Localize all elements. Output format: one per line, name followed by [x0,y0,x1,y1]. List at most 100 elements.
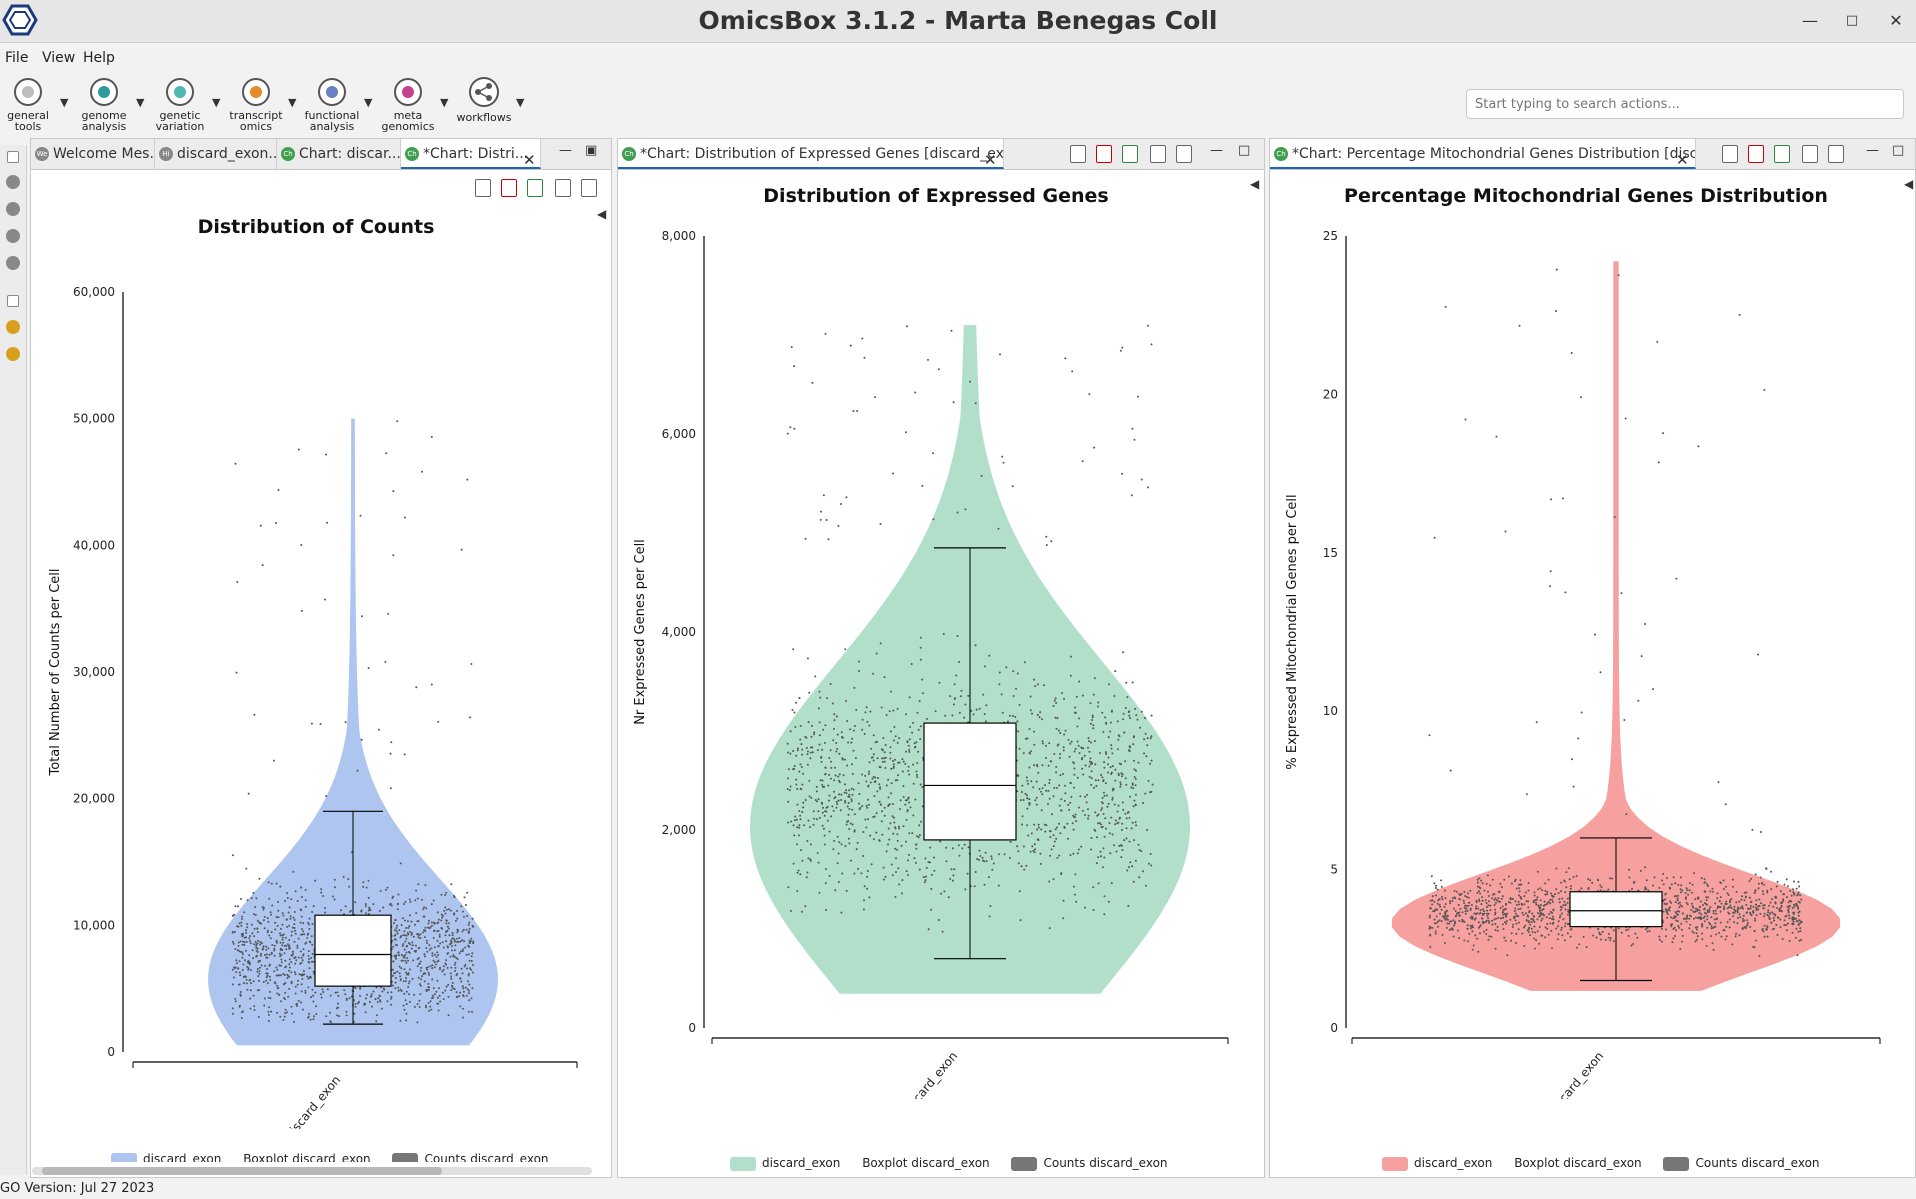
genetic-variation-button[interactable]: genetic variation [150,76,210,134]
maximize-panel-icon[interactable]: □ [1892,143,1905,158]
maximize-button[interactable]: □ [1845,13,1859,28]
tab-expressed-genes[interactable]: Ch *Chart: Distribution of Expressed Gen… [618,139,1004,169]
minimize-panel-icon[interactable]: — [1210,143,1223,158]
menu-view[interactable]: View [42,50,76,66]
maximize-panel-icon[interactable]: □ [1238,143,1251,158]
minimize-panel-icon[interactable]: — [1866,143,1879,158]
save-as-icon[interactable] [1828,145,1844,163]
transcriptomics-button[interactable]: transcript omics [226,76,286,134]
sidebar-chart-icon-1[interactable] [6,320,20,334]
functional-analysis-button[interactable]: functional analysis [302,76,362,134]
count-point [1081,767,1084,770]
save-icon[interactable] [1150,145,1166,163]
close-button[interactable]: ✕ [1889,11,1903,30]
close-tab-icon[interactable]: ✕ [1676,151,1689,169]
scrollbar-thumb[interactable] [42,1167,442,1175]
save-as-icon[interactable] [1176,145,1192,163]
count-point [454,944,457,947]
count-point [1763,904,1766,907]
export-excel-icon[interactable] [1122,145,1138,163]
count-point [296,944,299,947]
save-as-icon[interactable] [581,179,597,197]
count-point [1145,884,1148,887]
restore-panel-icon[interactable]: ▣ [585,143,598,158]
collapse-panel-icon[interactable]: ◀ [1250,177,1260,191]
sidebar-view-icon-4[interactable] [6,256,20,270]
tab-discard-exon[interactable]: Hi discard_exon... [155,139,277,169]
export-excel-icon[interactable] [1774,145,1790,163]
count-point [828,773,831,776]
menu-file[interactable]: File [5,50,29,66]
count-point [1544,936,1547,939]
count-point [786,432,789,435]
count-point [472,964,474,966]
export-image-icon[interactable] [1070,145,1086,163]
sidebar-view-icon-2[interactable] [6,202,20,216]
count-point [914,798,917,801]
count-point [904,803,907,806]
save-icon[interactable] [1802,145,1818,163]
save-icon[interactable] [555,179,571,197]
close-tab-icon[interactable]: ✕ [523,151,536,169]
collapse-panel-icon[interactable]: ◀ [1904,177,1914,191]
count-point [237,944,240,947]
close-tab-icon[interactable]: ✕ [984,151,997,169]
minimize-button[interactable]: — [1802,11,1818,30]
count-point [1769,901,1772,904]
workflows-dropdown-icon[interactable]: ▼ [516,96,525,109]
count-point [431,994,434,997]
metagenomics-button[interactable]: meta genomics [378,76,438,134]
export-pdf-icon[interactable] [1748,145,1764,163]
menu-help[interactable]: Help [83,50,115,66]
genome-analysis-dropdown-icon[interactable]: ▼ [136,96,145,109]
count-point [1644,886,1647,889]
count-point [951,714,954,717]
count-point [1710,916,1713,919]
count-point [379,986,382,989]
count-point [382,906,385,909]
count-point [1033,678,1036,681]
workflows-button[interactable]: workflows [454,76,514,134]
tab-chart-distribution[interactable]: Ch *Chart: Distri... ✕ [401,139,541,169]
count-point [1564,891,1567,894]
general-tools-button[interactable]: general tools [0,76,58,134]
sidebar-view-icon-1[interactable] [6,175,20,189]
count-point [1711,942,1714,945]
sidebar-chart-icon-2[interactable] [6,347,20,361]
count-point [324,911,327,914]
count-point [1563,939,1566,942]
restore-icon[interactable] [7,151,19,163]
count-point [1105,722,1108,725]
restore-icon-2[interactable] [7,295,19,307]
legend-item-counts: Counts discard_exon [1011,1156,1168,1171]
transcriptomics-dropdown-icon[interactable]: ▼ [288,96,297,109]
sidebar-view-icon-3[interactable] [6,229,20,243]
horizontal-scrollbar[interactable] [32,1167,592,1175]
count-point [1121,472,1124,475]
genetic-variation-dropdown-icon[interactable]: ▼ [212,96,221,109]
tab-chart-discard[interactable]: Ch Chart: discar... [277,139,401,169]
count-point [932,452,935,455]
export-image-icon[interactable] [1722,145,1738,163]
count-point [838,793,840,796]
search-actions-input[interactable] [1466,89,1904,119]
count-point [831,805,834,808]
tab-mitochondrial-genes[interactable]: Ch *Chart: Percentage Mitochondrial Gene… [1270,139,1696,169]
metagenomics-dropdown-icon[interactable]: ▼ [440,96,449,109]
tab-welcome[interactable]: We Welcome Mes... [31,139,155,169]
general-tools-dropdown-icon[interactable]: ▼ [60,96,69,109]
count-point [268,934,271,937]
minimize-panel-icon[interactable]: — [559,143,572,158]
genome-analysis-button[interactable]: genome analysis [74,76,134,134]
export-pdf-icon[interactable] [1096,145,1112,163]
count-point [864,774,867,777]
count-point [1679,904,1682,907]
functional-analysis-dropdown-icon[interactable]: ▼ [364,96,373,109]
export-image-icon[interactable] [475,179,491,197]
count-point [294,973,297,976]
count-point [460,905,463,908]
export-excel-icon[interactable] [527,179,543,197]
export-pdf-icon[interactable] [501,179,517,197]
count-point [1072,814,1075,817]
collapse-panel-icon[interactable]: ◀ [597,207,607,221]
